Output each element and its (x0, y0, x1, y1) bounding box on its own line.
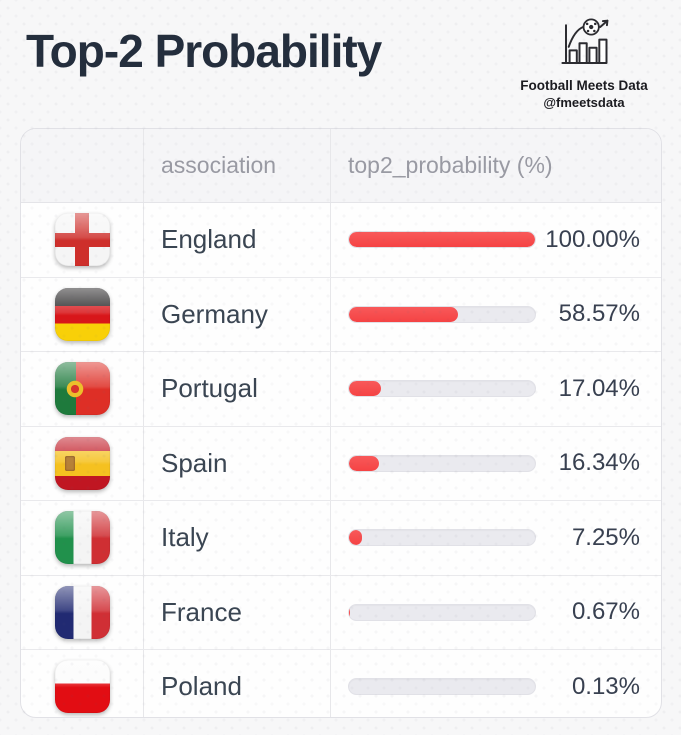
probability-value: 0.67% (571, 598, 640, 626)
table-row: France 0.67% (21, 575, 661, 650)
spain-flag-icon (54, 436, 110, 490)
association-name: England (161, 224, 257, 255)
table-row: Italy 7.25% (21, 501, 661, 576)
brand-name: Football Meets Data (520, 78, 648, 93)
table-body: England 100.00% Germany 58.57% Portugal (21, 203, 661, 717)
table-row: England 100.00% (21, 203, 661, 278)
table-header-row: association top2_probability (%) (21, 129, 661, 203)
flag-cell (21, 203, 144, 277)
probability-cell: 17.04% (331, 352, 661, 426)
probability-bar-fill (349, 306, 458, 322)
association-cell: Portugal (144, 352, 331, 426)
probability-value: 16.34% (558, 449, 640, 477)
probability-bar-fill (349, 604, 351, 620)
brand-handle: @fmeetsdata (543, 94, 625, 110)
probability-cell: 0.67% (331, 576, 661, 650)
flag-cell (21, 426, 144, 500)
association-name: Germany (161, 298, 268, 329)
flag-cell (21, 650, 144, 717)
table-row: Portugal 17.04% (21, 352, 661, 427)
probability-bar-track (348, 380, 536, 398)
association-cell: Italy (144, 501, 331, 575)
portugal-flag-icon (54, 362, 110, 416)
probability-bar-fill (349, 530, 363, 546)
probability-bar-track (348, 529, 536, 547)
flag-cell (21, 352, 144, 426)
probability-value: 17.04% (558, 374, 640, 402)
probability-value: 7.25% (571, 523, 640, 551)
germany-flag-icon (54, 287, 110, 341)
probability-bar-fill (349, 455, 380, 471)
association-name: France (161, 596, 242, 627)
header-top2-probability: top2_probability (%) (348, 152, 553, 178)
probability-bar-track (348, 231, 536, 249)
probability-bar-track (348, 603, 536, 621)
brand-block: Football Meets Data @fmeetsdata (503, 16, 665, 112)
probability-cell: 100.00% (331, 203, 661, 277)
association-name: Poland (161, 671, 242, 702)
probability-value: 58.57% (558, 300, 640, 328)
association-name: Spain (161, 447, 228, 478)
probability-bar-track (348, 305, 536, 323)
association-cell: England (144, 203, 331, 277)
probability-value: 0.13% (571, 672, 640, 700)
probability-bar-track (348, 454, 536, 472)
probability-bar-fill (349, 381, 381, 397)
football-bar-chart-icon (561, 18, 609, 64)
england-flag-icon (54, 213, 110, 267)
flag-cell (21, 277, 144, 351)
association-name: Portugal (161, 373, 258, 404)
table-row: Germany 58.57% (21, 277, 661, 352)
association-cell: France (144, 575, 331, 649)
probability-cell: 58.57% (331, 278, 661, 352)
association-cell: Germany (144, 277, 331, 351)
poland-flag-icon (54, 660, 110, 714)
table-row: Spain 16.34% (21, 426, 661, 501)
page-title: Top-2 Probability (26, 25, 382, 77)
probability-value: 100.00% (545, 225, 640, 253)
probability-table: association top2_probability (%) England… (20, 128, 662, 718)
header-flag-column (21, 129, 144, 202)
probability-bar-track (348, 678, 536, 696)
association-cell: Poland (144, 650, 331, 717)
association-cell: Spain (144, 426, 331, 500)
probability-cell: 7.25% (331, 501, 661, 575)
flag-cell (21, 575, 144, 649)
probability-cell: 16.34% (331, 427, 661, 501)
association-name: Italy (161, 522, 209, 553)
italy-flag-icon (54, 511, 110, 565)
probability-cell: 0.13% (331, 650, 661, 717)
probability-bar-fill (349, 232, 535, 248)
flag-cell (21, 501, 144, 575)
table-row: Poland 0.13% (21, 650, 661, 717)
header-association: association (144, 129, 331, 202)
france-flag-icon (54, 585, 110, 639)
